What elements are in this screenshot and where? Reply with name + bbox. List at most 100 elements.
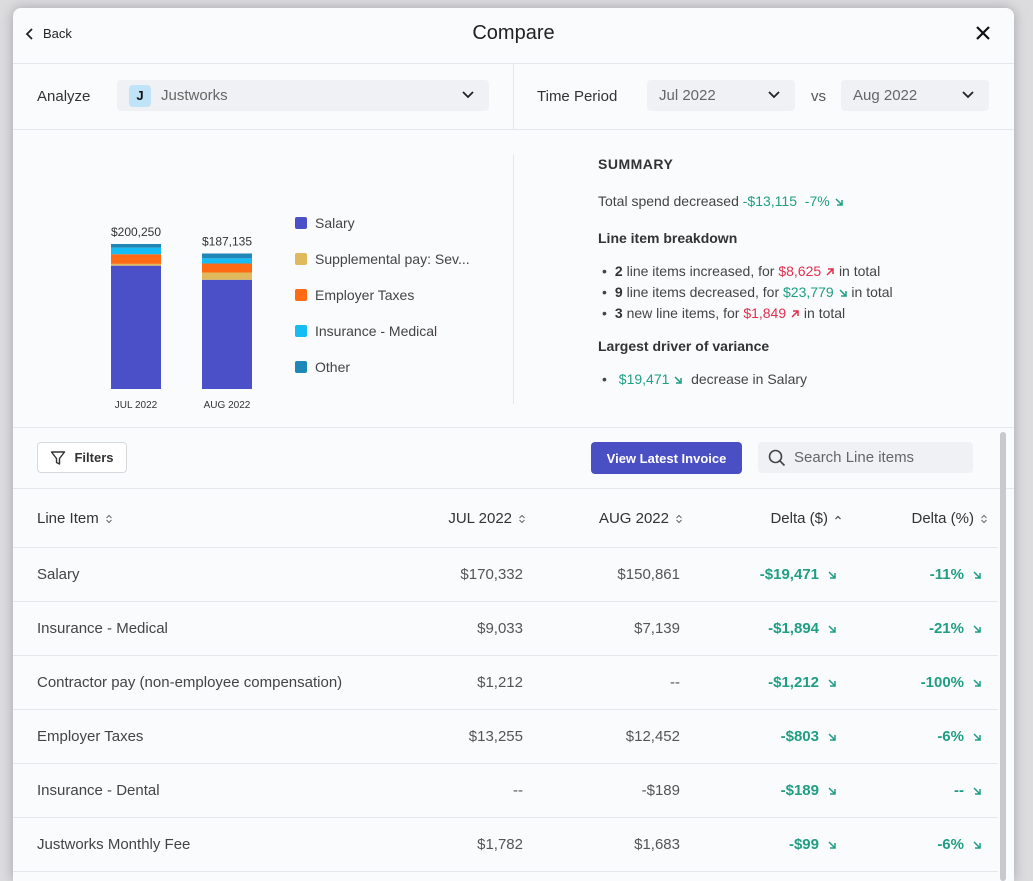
breakdown-list: • 2 line items increased, for $8,625 in t… [598, 263, 998, 326]
breakdown-count: 9 [614, 284, 623, 300]
sort-icon [105, 514, 112, 523]
period-a-select[interactable]: Jul 2022 [647, 80, 795, 111]
arrow-down-right-icon [973, 624, 981, 633]
delta-value: -$803 [781, 728, 837, 745]
sort-icon [676, 514, 682, 523]
legend-swatch [295, 289, 307, 301]
legend-swatch [295, 217, 307, 229]
period-b-value: Aug 2022 [853, 87, 918, 104]
arrow-down-right-icon [973, 678, 981, 687]
bar-segment-employer-taxes [111, 254, 161, 264]
arrow-down-right-icon [674, 376, 683, 385]
table-row[interactable]: Insurance - Dental -- -$189 -$189 -- [13, 764, 998, 818]
aug-value: $150,861 [617, 566, 680, 583]
table-header: Line Item JUL 2022 AUG 2022 Delta ($) De… [13, 489, 998, 548]
aug-value: $7,139 [634, 620, 680, 637]
table-row[interactable]: Justworks Monthly Fee $1,782 $1,683 -$99 -6% [13, 818, 998, 872]
arrow-up-right-icon [826, 268, 834, 276]
column-header-jul[interactable]: JUL 2022 [448, 510, 526, 527]
legend-label: Other [315, 359, 351, 375]
compare-modal: Back Compare Analyze J Justworks Time Pe… [13, 8, 1014, 881]
line-item-name: Insurance - Dental [37, 782, 160, 799]
legend-label: Supplemental pay: Sev... [315, 251, 470, 267]
arrow-up-right-icon [791, 310, 799, 318]
chevron-down-icon [768, 91, 780, 99]
chevron-left-icon [25, 27, 33, 40]
sort-ascending-icon [835, 515, 841, 519]
bar-segment-other [202, 253, 252, 259]
column-header-line-item[interactable]: Line Item [37, 510, 113, 527]
breakdown-suffix: in total [851, 284, 893, 300]
line-item-name: Justworks Monthly Fee [37, 836, 191, 853]
period-b-select[interactable]: Aug 2022 [841, 80, 989, 111]
view-latest-invoice-button[interactable]: View Latest Invoice [591, 442, 742, 474]
jul-value: $170,332 [460, 566, 523, 583]
back-button[interactable]: Back [25, 26, 72, 41]
breakdown-text: line items decreased, for [626, 284, 780, 300]
bar-segment-supplemental-pay-sev [111, 263, 161, 266]
chevron-down-icon [962, 91, 974, 99]
legend-item: Other [295, 349, 470, 385]
total-spend-pct: -7% [804, 193, 830, 209]
arrow-down-right-icon [828, 732, 836, 741]
legend-item: Insurance - Medical [295, 313, 470, 349]
line-item-name: Insurance - Medical [37, 620, 168, 637]
table-row[interactable]: Contractor pay (non-employee compensatio… [13, 656, 998, 710]
table-row[interactable]: Employer Taxes $13,255 $12,452 -$803 -6% [13, 710, 998, 764]
driver-amount: $19,471 [618, 371, 670, 387]
jul-value: $13,255 [468, 728, 523, 745]
divider [513, 63, 514, 129]
filter-icon [51, 450, 66, 465]
breakdown-title: Line item breakdown [598, 230, 738, 246]
vendor-select[interactable]: J Justworks [117, 80, 489, 111]
vendor-name: Justworks [161, 87, 228, 104]
legend-label: Employer Taxes [315, 287, 415, 303]
arrow-down-right-icon [828, 624, 836, 633]
column-header-delta[interactable]: Delta ($) [770, 510, 842, 527]
compare-controls: Analyze J Justworks Time Period Jul 2022… [13, 63, 1014, 130]
overview-section: $200,250 JUL 2022 $187,135 AUG 2022 Salary S… [13, 130, 1014, 428]
time-period-label: Time Period [537, 88, 618, 105]
bar-segment-salary [111, 265, 161, 389]
total-spend-line: Total spend decreased -$13,115 -7% [598, 193, 844, 209]
search-input[interactable] [794, 449, 964, 466]
bar-segment-insurance-medical [202, 258, 252, 264]
sort-icon [519, 514, 525, 523]
delta-value: -$189 [781, 782, 837, 799]
bar-total-label: $187,135 [202, 234, 252, 248]
legend-item: Supplemental pay: Sev... [295, 241, 470, 277]
table-row[interactable]: Salary $170,332 $150,861 -$19,471 -11% [13, 548, 998, 602]
delta-value: -$1,212 [768, 674, 837, 691]
driver-text: decrease in Salary [691, 371, 808, 387]
x-axis-label: AUG 2022 [204, 400, 251, 411]
chevron-down-icon [462, 91, 474, 99]
bar-segment-salary [202, 279, 252, 389]
line-item-name: Salary [37, 566, 80, 583]
column-header-delta-pct[interactable]: Delta (%) [911, 510, 988, 527]
close-icon[interactable] [974, 24, 992, 42]
breakdown-text: line items increased, for [626, 263, 775, 279]
breakdown-suffix: in total [838, 263, 881, 279]
total-spend-text: Total spend decreased [598, 193, 739, 209]
delta-value: -$19,471 [760, 566, 837, 583]
filters-button[interactable]: Filters [37, 442, 127, 473]
legend-swatch [295, 361, 307, 373]
jul-value: $9,033 [477, 620, 523, 637]
justworks-logo-icon: J [129, 84, 151, 107]
breakdown-amount: $23,779 [783, 284, 834, 300]
scrollbar-thumb[interactable] [1000, 432, 1006, 881]
column-header-aug[interactable]: AUG 2022 [599, 510, 683, 527]
table-row[interactable]: Insurance - Medical $9,033 $7,139 -$1,894 -2… [13, 602, 998, 656]
breakdown-item: • 2 line items increased, for $8,625 in t… [602, 263, 881, 279]
delta-pct-value: -21% [929, 620, 982, 637]
breakdown-text: new line items, for [626, 305, 740, 321]
scrollbar[interactable] [1000, 432, 1006, 881]
stacked-bar-chart: $200,250 JUL 2022 $187,135 AUG 2022 [111, 225, 252, 411]
line-item-name: Contractor pay (non-employee compensatio… [37, 674, 343, 691]
legend-swatch [295, 253, 307, 265]
bar-segment-other [111, 244, 161, 248]
bar-segment-supplemental-pay-sev [202, 272, 252, 280]
summary-title: SUMMARY [598, 156, 674, 172]
arrow-down-right-icon [973, 786, 981, 795]
arrow-down-right-icon [828, 570, 836, 579]
